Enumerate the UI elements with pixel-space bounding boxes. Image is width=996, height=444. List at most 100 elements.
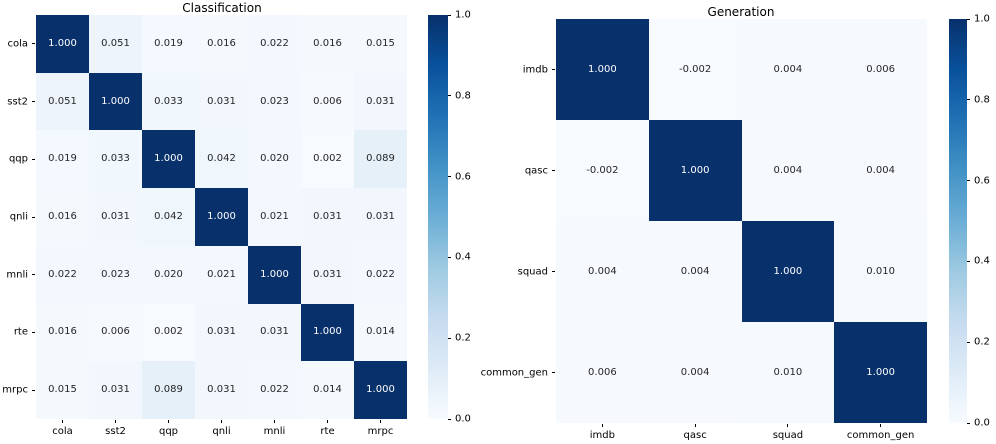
y-tick-label: common_gen	[480, 367, 548, 378]
x-tick-label: common_gen	[846, 430, 915, 441]
x-tick-mark	[880, 424, 882, 427]
y-tick-label: squad	[517, 266, 548, 277]
generation-plot-title: Generation	[707, 5, 775, 19]
heatmap-cell: 0.006	[89, 303, 142, 362]
x-tick-mark	[115, 420, 116, 423]
heatmap-cell: 0.089	[142, 361, 195, 419]
heatmap-cell: 1.000	[248, 245, 301, 304]
x-tick-mark	[168, 420, 169, 423]
y-tick-label: rte	[13, 326, 28, 338]
heatmap-cell: 0.016	[36, 188, 89, 246]
y-tick-label: mrpc	[2, 384, 28, 396]
heatmap-cell: 0.031	[248, 303, 301, 362]
heatmap-cell: 0.031	[89, 361, 142, 419]
y-tick-label: mnli	[6, 269, 28, 281]
colorbar-tick-label: 0.8	[455, 90, 471, 102]
colorbar-tick-mark	[448, 14, 451, 16]
colorbar-tick-mark	[967, 422, 970, 424]
heatmap-cell: 0.042	[142, 188, 195, 246]
heatmap-cell: 0.015	[36, 361, 89, 419]
y-tick-mark	[552, 69, 555, 70]
heatmap-cell: 0.051	[89, 15, 142, 73]
heatmap-cell: 0.031	[89, 188, 142, 246]
heatmap-cell: 0.022	[36, 245, 89, 304]
heatmap-cell: 0.020	[142, 245, 195, 304]
x-tick-mark	[327, 420, 328, 423]
x-tick-mark	[380, 420, 381, 423]
x-tick-mark	[601, 424, 603, 427]
y-tick-mark	[32, 101, 35, 103]
colorbar-tick-mark	[967, 180, 970, 182]
heatmap-cell: 0.010	[834, 221, 927, 322]
heatmap-cell: 1.000	[556, 19, 649, 120]
colorbar	[428, 15, 448, 419]
heatmap-cell: 0.089	[354, 130, 407, 189]
colorbar-tick-mark	[967, 99, 970, 101]
colorbar-tick-label: 1.0	[974, 13, 990, 25]
heatmap-cell: 0.010	[741, 322, 835, 423]
colorbar-tick-mark	[448, 418, 451, 420]
heatmap-cell: 0.002	[142, 303, 195, 362]
heatmap-cell: 0.004	[648, 221, 742, 322]
heatmap-cell: 0.016	[36, 303, 89, 362]
heatmap-cell: 0.016	[301, 15, 354, 73]
heatmap-cell: 1.000	[301, 303, 354, 362]
colorbar-tick-mark	[448, 95, 451, 97]
x-tick-label: qasc	[683, 430, 707, 441]
heatmap-cell: 0.031	[354, 72, 407, 131]
colorbar-tick-mark	[448, 176, 451, 178]
heatmap-cell: 0.033	[89, 130, 142, 189]
heatmap-cell: 0.021	[248, 188, 301, 246]
heatmap-cell: 1.000	[354, 361, 407, 419]
heatmap-cell: 0.004	[741, 120, 835, 221]
y-tick-mark	[32, 274, 35, 276]
y-tick-mark	[32, 43, 35, 45]
heatmap-cell: 0.014	[354, 303, 407, 362]
heatmap-cell: 0.031	[195, 303, 248, 362]
heatmap-cell: 0.033	[142, 72, 195, 131]
colorbar	[949, 19, 967, 423]
colorbar-tick-mark	[448, 337, 451, 339]
colorbar-tick-mark	[448, 256, 451, 258]
heatmap-cell: 0.016	[195, 15, 248, 73]
heatmap-cell: -0.002	[648, 19, 742, 120]
y-tick-mark	[552, 372, 555, 373]
heatmap-cell: -0.002	[556, 120, 649, 221]
heatmap-cell: 0.014	[301, 361, 354, 419]
heatmap-cell: 0.031	[195, 72, 248, 131]
x-tick-label: rte	[320, 426, 335, 437]
x-tick-mark	[221, 420, 222, 423]
y-tick-label: imdb	[522, 64, 548, 75]
heatmap-cell: 1.000	[195, 188, 248, 246]
heatmap-cell: 1.000	[142, 130, 195, 189]
y-tick-mark	[32, 158, 35, 160]
colorbar-tick-mark	[967, 18, 970, 20]
heatmap-cell: 0.019	[142, 15, 195, 73]
heatmap-cell: 0.020	[248, 130, 301, 189]
x-tick-label: sst2	[105, 426, 126, 437]
heatmap-cell: 0.004	[648, 322, 742, 423]
colorbar-tick-label: 0.2	[455, 332, 471, 344]
colorbar-tick-label: 0.6	[455, 171, 471, 183]
x-tick-mark	[274, 420, 275, 423]
y-tick-label: qqp	[8, 153, 28, 165]
x-tick-label: squad	[772, 430, 804, 441]
colorbar-tick-label: 1.0	[455, 9, 471, 21]
x-tick-mark	[62, 420, 63, 423]
y-tick-label: qasc	[524, 165, 548, 176]
heatmap-cell: 0.042	[195, 130, 248, 189]
heatmap-cell: 0.004	[741, 19, 835, 120]
y-tick-mark	[32, 331, 35, 333]
heatmap-cell: 0.051	[36, 72, 89, 131]
y-tick-mark	[552, 271, 555, 272]
heatmap-cell: 0.023	[89, 245, 142, 304]
x-tick-mark	[787, 424, 789, 427]
x-tick-label: cola	[52, 426, 73, 437]
heatmap-cell: 0.022	[248, 361, 301, 419]
colorbar-tick-label: 0.4	[974, 255, 990, 267]
colorbar-tick-label: 0.6	[974, 175, 990, 187]
heatmap-cell: 1.000	[36, 15, 89, 73]
x-tick-label: mnli	[263, 426, 286, 437]
x-tick-label: imdb	[589, 430, 615, 441]
heatmap-cell: 1.000	[648, 120, 742, 221]
